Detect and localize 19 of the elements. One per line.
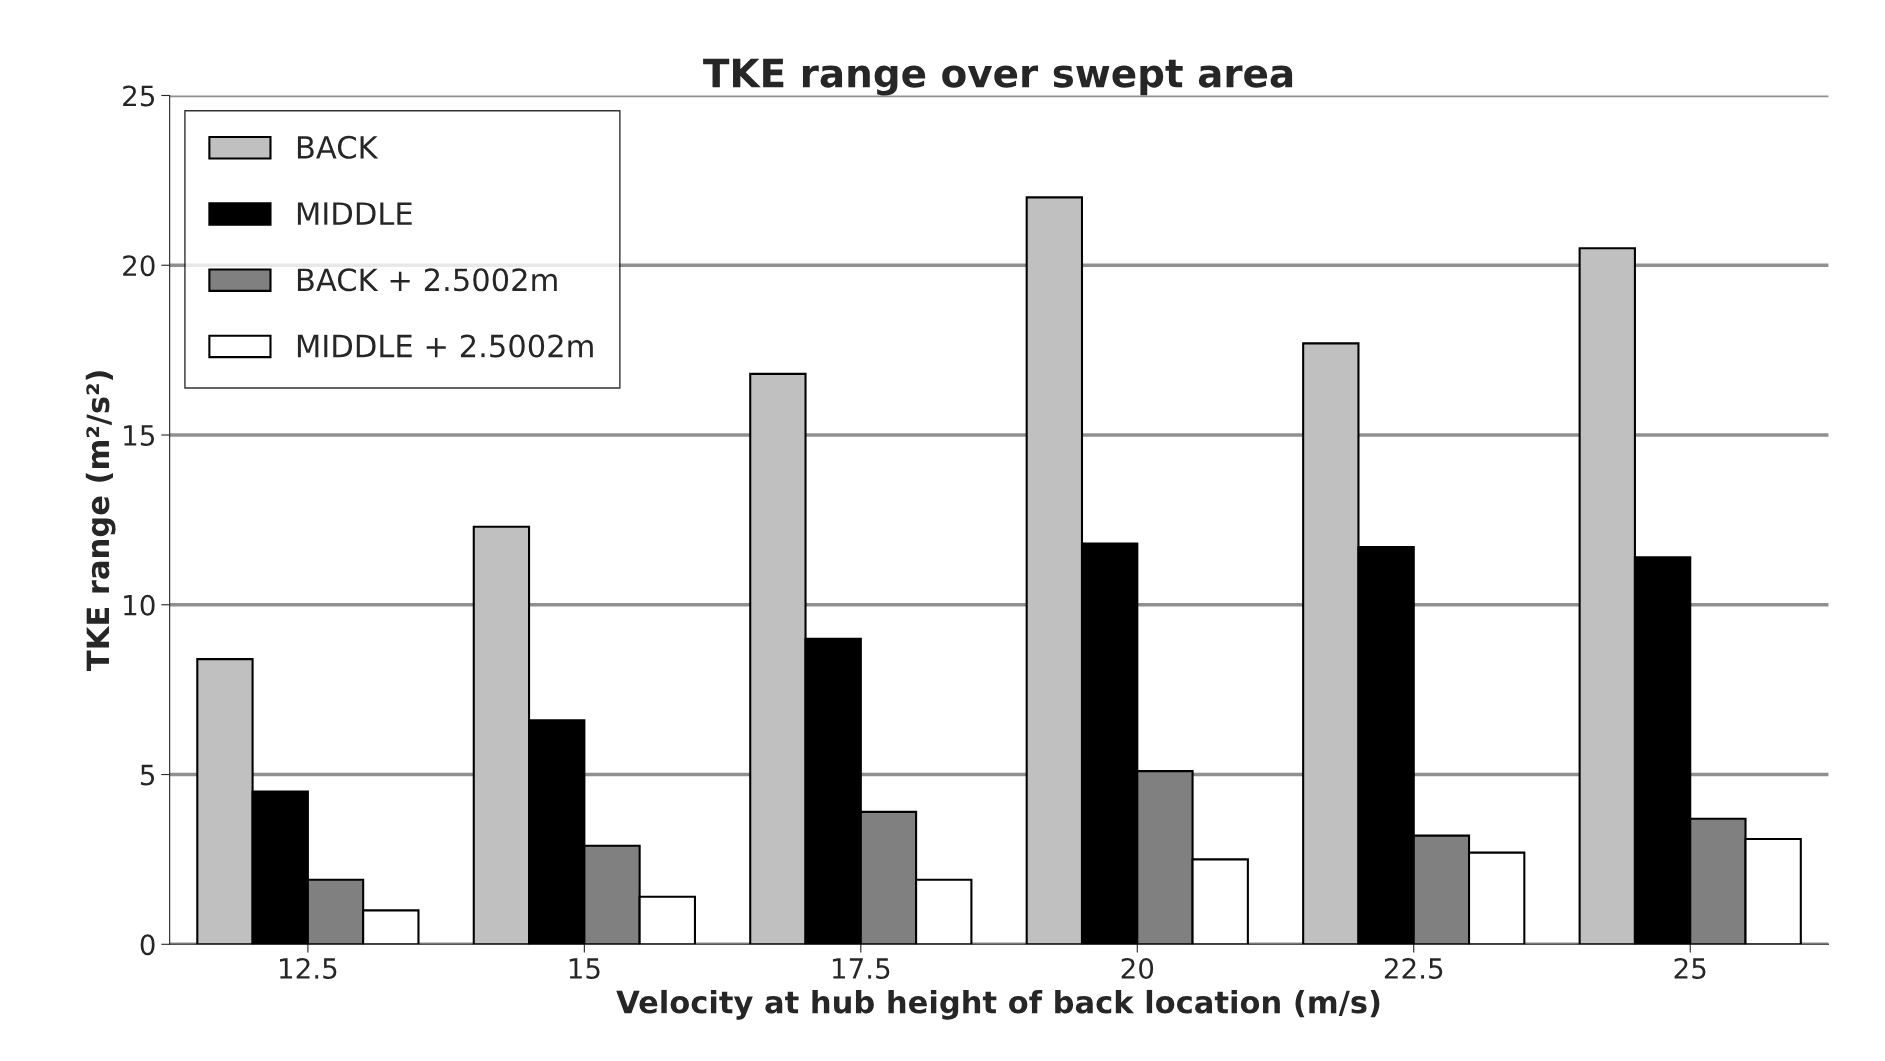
legend-label: BACK bbox=[297, 135, 379, 159]
x-tick-label: 17.5 bbox=[832, 958, 890, 979]
y-tick-label: 15 bbox=[124, 425, 155, 446]
x-tick-label: 12.5 bbox=[280, 957, 337, 979]
chart-title: TKE range over swept area bbox=[703, 58, 1293, 96]
legend-label: MIDDLE bbox=[297, 202, 412, 225]
legend-label: MIDDLE + 2.5002m bbox=[297, 334, 593, 358]
x-tick-label: 20 bbox=[1121, 957, 1154, 979]
y-tick-label: 25 bbox=[123, 85, 155, 107]
y-axis-title: TKE range (m²/s²) bbox=[85, 371, 116, 672]
x-tick-label: 25 bbox=[1674, 957, 1706, 979]
x-axis-title: Velocity at hub height of back location (m/s) bbox=[616, 989, 1380, 1020]
x-tick-label: 22.5 bbox=[1384, 957, 1443, 979]
legend-label: BACK + 2.5002m bbox=[297, 268, 557, 292]
y-tick-label: 0 bbox=[140, 934, 155, 956]
y-tick-label: 10 bbox=[124, 594, 155, 616]
y-tick-label: 5 bbox=[140, 764, 155, 786]
x-tick-label: 15 bbox=[569, 958, 600, 979]
y-tick-label: 20 bbox=[123, 255, 155, 277]
